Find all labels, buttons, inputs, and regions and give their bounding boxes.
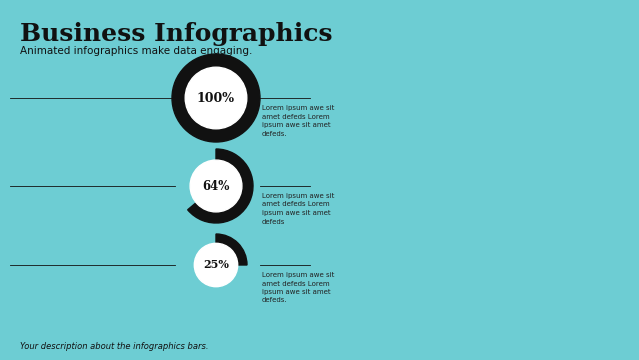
Text: 25%: 25% [203,260,229,270]
Text: 64%: 64% [203,180,229,193]
Text: Lorem ipsum awe sit
amet defeds Lorem
ipsum awe sit amet
defeds.: Lorem ipsum awe sit amet defeds Lorem ip… [262,272,334,303]
Circle shape [194,243,238,287]
Wedge shape [172,54,260,142]
Text: Lorem ipsum awe sit
amet defeds Lorem
ipsum awe sit amet
defeds: Lorem ipsum awe sit amet defeds Lorem ip… [262,193,334,225]
Circle shape [190,160,242,212]
Circle shape [179,149,253,223]
Text: Your description about the infographics bars.: Your description about the infographics … [20,342,208,351]
Text: Business Infographics: Business Infographics [20,22,332,46]
Circle shape [185,234,247,296]
Circle shape [172,54,260,142]
Text: Lorem ipsum awe sit
amet defeds Lorem
ipsum awe sit amet
defeds.: Lorem ipsum awe sit amet defeds Lorem ip… [262,105,334,136]
Text: 100%: 100% [197,91,235,104]
Circle shape [185,67,247,129]
Text: Animated infographics make data engaging.: Animated infographics make data engaging… [20,46,252,56]
Wedge shape [188,149,253,223]
Wedge shape [216,234,247,265]
